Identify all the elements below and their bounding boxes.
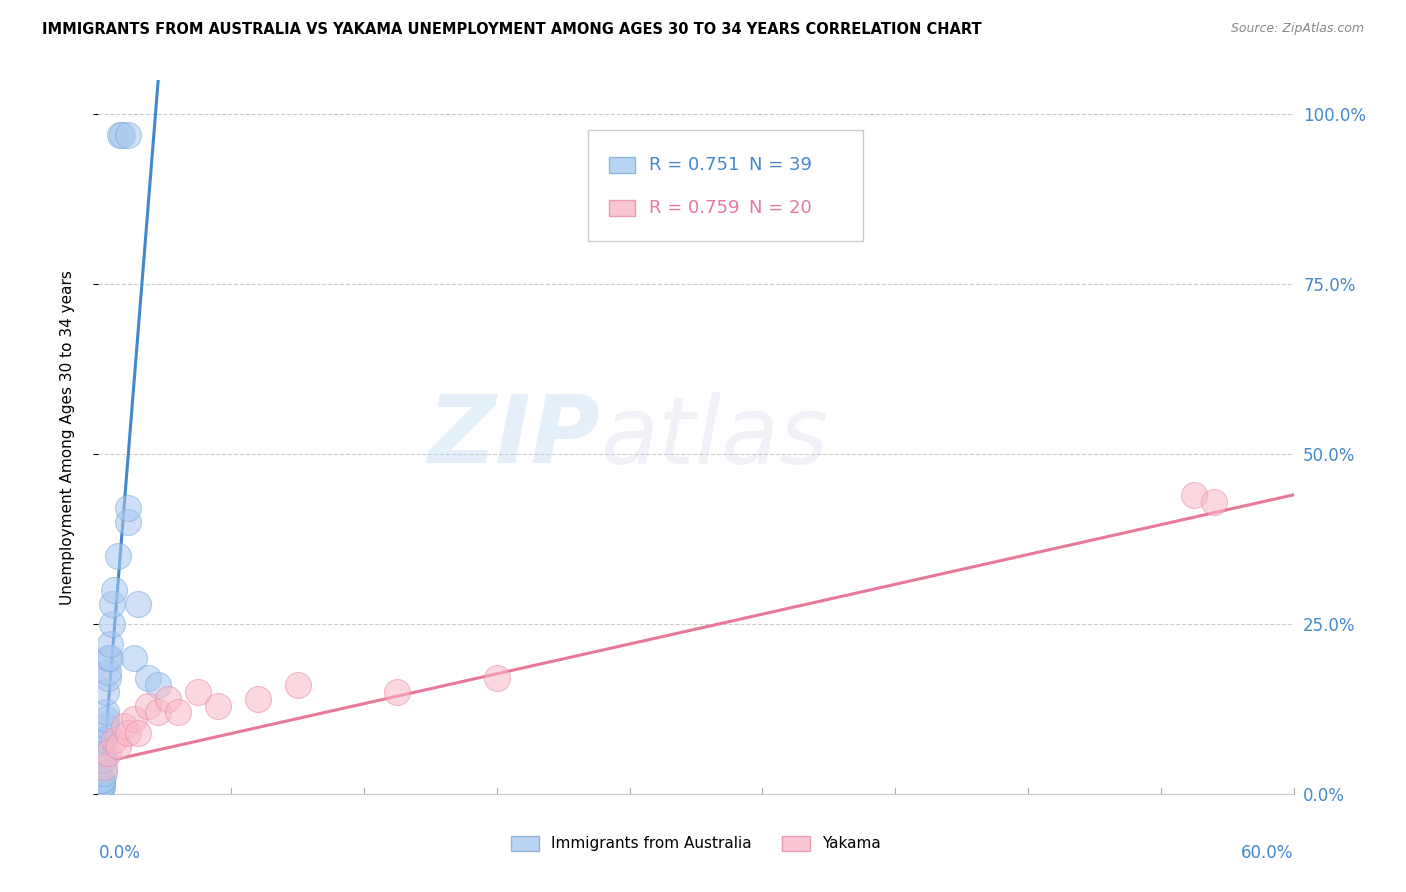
Point: [96, 685, 118, 699]
Text: ZIP: ZIP: [427, 391, 600, 483]
Point: [110, 128, 132, 142]
Point: [117, 501, 139, 516]
Point: [91, 732, 114, 747]
Point: [287, 678, 309, 692]
Point: [93, 760, 115, 774]
Y-axis label: Unemployment Among Ages 30 to 34 years: Unemployment Among Ages 30 to 34 years: [60, 269, 75, 605]
Point: [127, 725, 149, 739]
Text: 0.0%: 0.0%: [98, 844, 141, 862]
Point: [127, 597, 149, 611]
Point: [136, 671, 159, 685]
Point: [89, 783, 111, 797]
Point: [96, 706, 118, 720]
Point: [157, 691, 180, 706]
Point: [485, 671, 508, 685]
Point: [96, 719, 118, 733]
Point: [89, 773, 111, 788]
Point: [96, 712, 118, 726]
Point: [91, 753, 114, 767]
Point: [91, 773, 114, 788]
Point: [124, 651, 146, 665]
Point: [148, 706, 170, 720]
Point: [107, 549, 129, 563]
FancyBboxPatch shape: [609, 201, 636, 216]
Point: [89, 783, 111, 797]
Text: N = 20: N = 20: [748, 199, 811, 218]
Point: [93, 732, 115, 747]
Text: atlas: atlas: [600, 392, 828, 483]
Point: [117, 515, 139, 529]
Text: IMMIGRANTS FROM AUSTRALIA VS YAKAMA UNEMPLOYMENT AMONG AGES 30 TO 34 YEARS CORRE: IMMIGRANTS FROM AUSTRALIA VS YAKAMA UNEM…: [42, 22, 981, 37]
Point: [91, 746, 114, 760]
Point: [91, 777, 114, 791]
Point: [124, 712, 146, 726]
Point: [112, 719, 135, 733]
Point: [93, 753, 115, 767]
Point: [101, 617, 124, 632]
Point: [117, 725, 139, 739]
Legend: Immigrants from Australia, Yakama: Immigrants from Australia, Yakama: [505, 830, 887, 857]
Point: [1202, 494, 1225, 508]
Point: [385, 685, 409, 699]
Point: [107, 739, 129, 754]
Point: [98, 651, 122, 665]
FancyBboxPatch shape: [609, 157, 636, 173]
Point: [93, 746, 115, 760]
Point: [1182, 488, 1205, 502]
Point: [97, 671, 120, 685]
Point: [93, 766, 115, 780]
Point: [97, 665, 120, 679]
Point: [207, 698, 229, 713]
FancyBboxPatch shape: [589, 130, 863, 241]
Text: N = 39: N = 39: [748, 156, 811, 174]
Point: [167, 706, 190, 720]
Point: [136, 698, 159, 713]
Point: [187, 685, 209, 699]
Point: [97, 651, 120, 665]
Point: [97, 746, 120, 760]
Text: 60.0%: 60.0%: [1241, 844, 1294, 862]
Point: [117, 128, 139, 142]
Point: [89, 783, 111, 797]
Point: [103, 582, 125, 597]
Point: [89, 777, 111, 791]
Text: R = 0.759: R = 0.759: [650, 199, 740, 218]
Point: [101, 597, 124, 611]
Point: [98, 637, 122, 651]
Point: [148, 678, 170, 692]
Point: [89, 780, 111, 794]
Point: [91, 780, 114, 794]
Point: [246, 691, 269, 706]
Text: R = 0.751: R = 0.751: [650, 156, 740, 174]
Text: Source: ZipAtlas.com: Source: ZipAtlas.com: [1230, 22, 1364, 36]
Point: [103, 732, 125, 747]
Point: [91, 773, 114, 788]
Point: [111, 128, 134, 142]
